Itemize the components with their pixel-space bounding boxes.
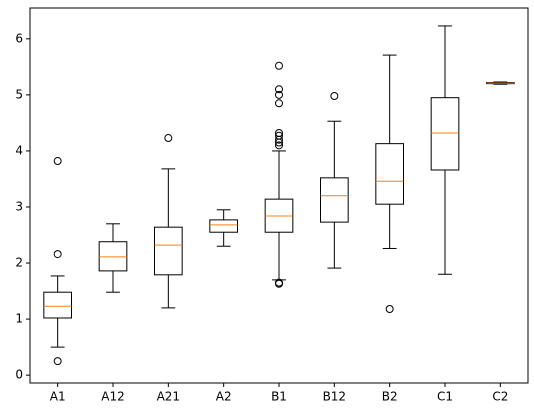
y-tick-label: 6 <box>15 31 23 45</box>
box <box>98 241 128 272</box>
y-tick-label: 4 <box>15 143 23 157</box>
box <box>320 177 349 223</box>
y-tick-label: 1 <box>15 312 23 326</box>
y-tick-label: 2 <box>15 256 23 270</box>
flier <box>53 157 62 166</box>
flier <box>275 99 283 108</box>
x-tick-label: A21 <box>157 390 180 404</box>
flier <box>275 278 283 287</box>
flier <box>53 357 62 366</box>
flier <box>275 85 283 94</box>
box <box>43 291 72 319</box>
flier <box>275 131 283 140</box>
box <box>154 226 183 276</box>
flier <box>385 305 394 314</box>
box <box>375 143 405 205</box>
box <box>430 97 460 171</box>
x-tick-label: A1 <box>50 390 66 404</box>
x-tick-label: A12 <box>101 390 124 404</box>
flier <box>330 92 339 101</box>
flier <box>275 141 283 150</box>
x-tick-label: A2 <box>216 390 232 404</box>
flier <box>275 90 283 99</box>
y-tick-label: 3 <box>15 199 23 213</box>
x-tick-label: B2 <box>382 390 398 404</box>
x-tick-label: C2 <box>492 390 508 404</box>
flier <box>164 134 173 143</box>
y-tick-label: 5 <box>15 87 23 101</box>
box <box>209 219 238 233</box>
flier <box>53 250 62 259</box>
x-tick-label: C1 <box>437 390 453 404</box>
flier <box>275 61 283 70</box>
flier <box>275 129 283 137</box>
x-tick-label: B1 <box>271 390 287 404</box>
y-tick-label: 0 <box>15 368 23 382</box>
x-tick-label: B12 <box>323 390 347 404</box>
